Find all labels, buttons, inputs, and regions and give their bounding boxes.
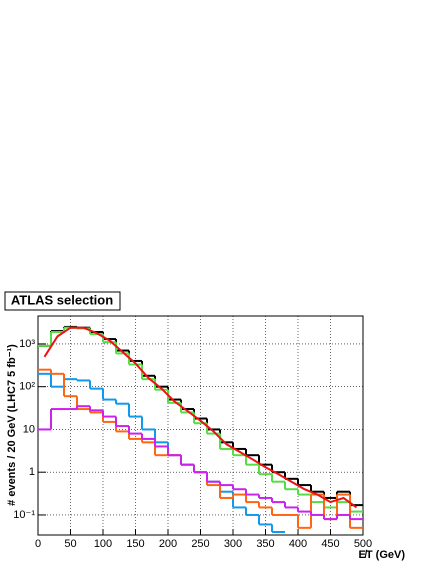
x-tick-label: 200 [159,538,177,550]
y-tick-label: 1 [29,466,35,478]
x-axis-label: E̸T (GeV) [359,549,406,561]
x-tick-label: 450 [321,538,339,550]
chart-title: ATLAS selection [11,292,113,307]
x-tick-label: 0 [35,538,41,550]
x-tick-label: 350 [256,538,274,550]
x-tick-label: 500 [354,538,372,550]
x-tick-label: 50 [64,538,76,550]
x-tick-label: 400 [289,538,307,550]
x-tick-label: 300 [224,538,242,550]
title-box [4,291,121,311]
y-tick-label: 10 [23,423,35,435]
y-tick-label: 10² [19,381,35,393]
y-tick-label: 10⁻¹ [13,509,35,521]
y-tick-label: 10³ [19,338,35,350]
y-axis-label: # events / 20 GeV (LHC7 5 fb⁻¹) [6,344,18,506]
x-tick-label: 150 [126,538,144,550]
x-tick-label: 250 [191,538,209,550]
curve [43,326,358,509]
x-tick-label: 100 [94,538,112,550]
